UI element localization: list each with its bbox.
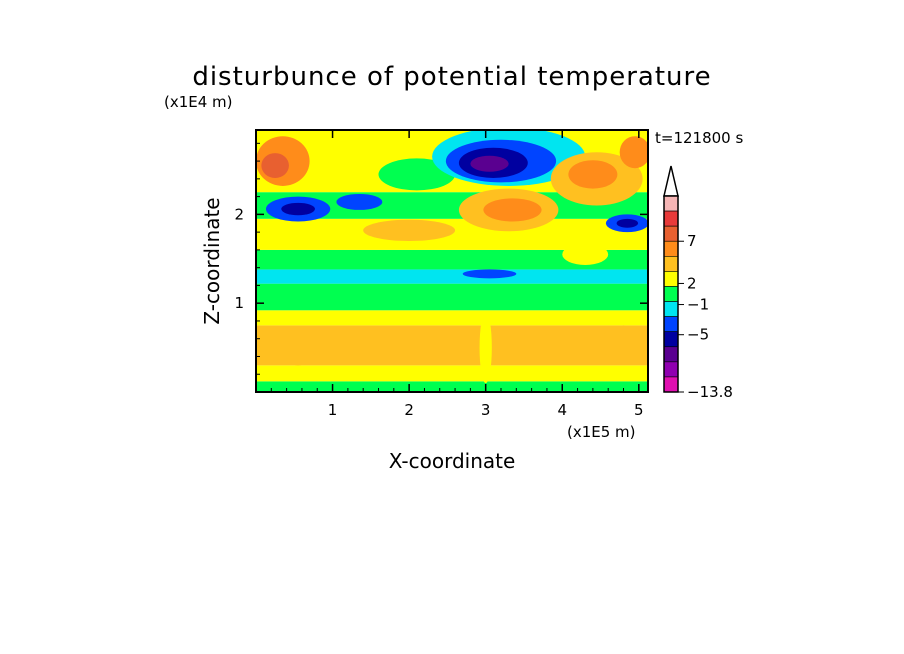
colorbar-cell-3 <box>663 240 679 257</box>
colorbar-cell-6 <box>663 286 679 302</box>
y-tick-label-1: 2 <box>234 205 244 223</box>
x-tick-label-1: 2 <box>404 401 414 419</box>
colorbar-cell-5 <box>663 271 679 287</box>
colorbar-cell-8 <box>663 316 679 332</box>
contour-band-2 <box>256 325 648 366</box>
colorbar-cell-2 <box>663 225 679 242</box>
contour-blob-1 <box>261 153 289 178</box>
colorbar-cell-10 <box>663 346 679 363</box>
colorbar-cell-7 <box>663 301 679 317</box>
y-ticks: 12 <box>234 142 648 375</box>
y-scale-label: (x1E4 m) <box>164 93 233 111</box>
contour-blob-20 <box>479 312 492 384</box>
contour-band-5 <box>256 269 648 284</box>
colorbar-label-3: −5 <box>687 326 709 344</box>
colorbar-label-1: 2 <box>687 274 697 292</box>
contour-band-1 <box>256 365 648 382</box>
contour-blob-9 <box>470 155 509 172</box>
contour-blob-19 <box>462 269 517 279</box>
contour-blob-22 <box>282 338 314 366</box>
x-tick-label-2: 3 <box>481 401 491 419</box>
plot-area <box>256 130 648 392</box>
y-axis-label: Z-coordinate <box>200 197 224 324</box>
colorbar-label-4: −13.8 <box>687 383 733 401</box>
y-tick-label-0: 1 <box>234 294 244 312</box>
time-label: t=121800 s <box>655 129 743 147</box>
colorbar-cell-12 <box>663 376 679 393</box>
x-tick-label-0: 1 <box>328 401 338 419</box>
colorbar-cell-11 <box>663 361 679 378</box>
colorbar-overflow-arrow <box>663 165 679 197</box>
colorbar-label-0: 7 <box>687 232 697 250</box>
colorbar-cell-1 <box>663 210 679 227</box>
contour-blob-11 <box>483 198 542 222</box>
colorbar: 7 2 −1 −5 −13.8 <box>663 165 733 401</box>
x-ticks: 1 2 3 4 5 <box>270 130 644 419</box>
contour-blob-17 <box>562 243 609 265</box>
chart-title: disturbunce of potential temperature <box>192 62 711 92</box>
contour-blob-16 <box>616 218 639 228</box>
colorbar-cell-9 <box>663 331 679 348</box>
x-tick-label-4: 5 <box>634 401 644 419</box>
contour-band-4 <box>256 283 648 311</box>
colorbar-cell-0 <box>663 195 679 212</box>
contour-blob-14 <box>619 136 648 169</box>
contour-blob-21 <box>600 325 647 361</box>
blobs-layer <box>256 130 648 384</box>
colorbar-cell-4 <box>663 256 679 272</box>
x-tick-label-3: 4 <box>557 401 567 419</box>
contour-blob-4 <box>336 193 383 210</box>
contour-band-3 <box>256 310 648 326</box>
plot-frame <box>255 129 649 393</box>
colorbar-label-2: −1 <box>687 296 709 314</box>
contour-band-6 <box>256 249 648 270</box>
contour-blob-3 <box>281 202 315 216</box>
colorbar-frame <box>663 195 679 393</box>
x-axis-label: X-coordinate <box>389 449 516 473</box>
contour-blob-13 <box>568 160 618 189</box>
x-scale-label: (x1E5 m) <box>567 423 636 441</box>
contour-blob-18 <box>363 219 456 242</box>
contour-blob-5 <box>378 158 456 191</box>
contour-band-0 <box>256 381 648 392</box>
